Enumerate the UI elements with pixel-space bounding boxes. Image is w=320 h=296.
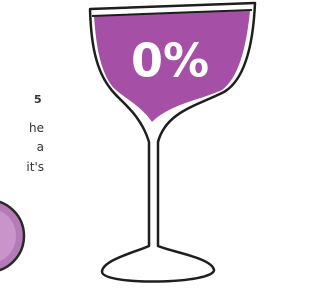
- percentage-label: 0%: [131, 34, 209, 88]
- side-line: it's: [26, 160, 44, 174]
- side-line: he: [29, 121, 44, 135]
- page: 5 he a it's 0% (() => { const data = JSO…: [0, 0, 261, 296]
- step-number: 5: [34, 93, 42, 106]
- side-line: a: [37, 140, 44, 154]
- infographic: 5 he a it's 0%: [0, 0, 261, 296]
